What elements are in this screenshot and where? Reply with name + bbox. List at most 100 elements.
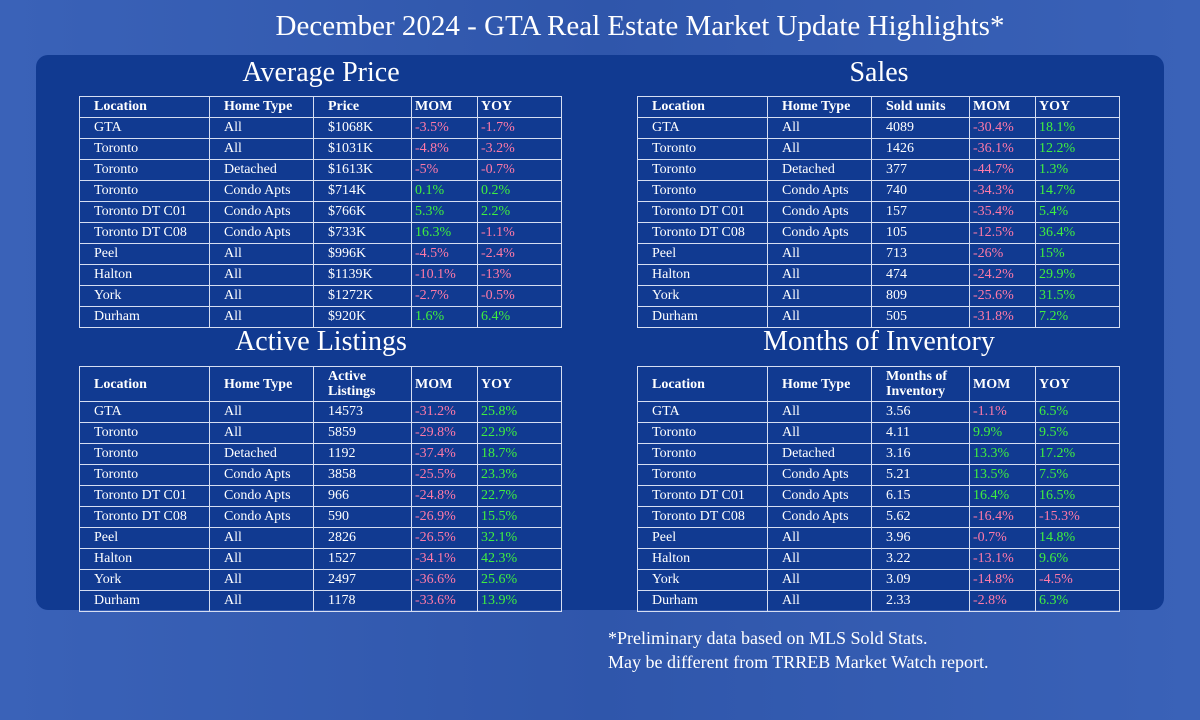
table-row: Toronto DT C08 Condo Apts 5.62 -16.4% -15.3%	[637, 506, 1120, 528]
table-row: Toronto DT C01 Condo Apts $766K 5.3% 2.2%	[79, 201, 562, 223]
table-cell: 16.4%	[969, 485, 1036, 507]
table-cell: Toronto	[79, 464, 210, 486]
table-cell: York	[637, 569, 768, 591]
table-row: York All 2497 -36.6% 25.6%	[79, 569, 562, 591]
table-cell: -5%	[411, 159, 478, 181]
table-cell: -36.1%	[969, 138, 1036, 160]
table-cell: Toronto	[637, 422, 768, 444]
table-cell: All	[767, 527, 872, 549]
table-header: Location Home Type Price MOM YOY	[79, 96, 562, 118]
table-cell: -2.8%	[969, 590, 1036, 612]
table-cell: $1272K	[313, 285, 412, 307]
table-cell: -0.5%	[477, 285, 562, 307]
table-row: Toronto Condo Apts 5.21 13.5% 7.5%	[637, 464, 1120, 486]
table-cell: Peel	[637, 527, 768, 549]
table-cell: -26.5%	[411, 527, 478, 549]
table-row: Toronto Detached 1192 -37.4% 18.7%	[79, 443, 562, 465]
table-row: Halton All $1139K -10.1% -13%	[79, 264, 562, 286]
table-cell: $996K	[313, 243, 412, 265]
table-cell: Toronto DT C08	[79, 506, 210, 528]
table-cell: All	[209, 569, 314, 591]
table-cell: $733K	[313, 222, 412, 244]
table-cell: Condo Apts	[767, 506, 872, 528]
table-cell: -26%	[969, 243, 1036, 265]
table-cell: 5.3%	[411, 201, 478, 223]
table-cell: 7.5%	[1035, 464, 1120, 486]
table-cell: Toronto	[79, 138, 210, 160]
sales-title: Sales	[849, 57, 909, 88]
table-header: Location Home Type Active Listings MOM YOY	[79, 366, 562, 402]
table-cell: York	[79, 569, 210, 591]
table-cell: -4.5%	[411, 243, 478, 265]
table-cell: 9.5%	[1035, 422, 1120, 444]
table-row: Toronto DT C08 Condo Apts $733K 16.3% -1.1%	[79, 222, 562, 244]
table-cell: Halton	[79, 548, 210, 570]
table-row: GTA All 14573 -31.2% 25.8%	[79, 401, 562, 423]
table-cell: All	[767, 306, 872, 328]
table-cell: GTA	[79, 117, 210, 139]
table-cell: Detached	[209, 443, 314, 465]
table-row: GTA All 3.56 -1.1% 6.5%	[637, 401, 1120, 423]
table-row: Durham All $920K 1.6% 6.4%	[79, 306, 562, 328]
table-cell: 23.3%	[477, 464, 562, 486]
sales-table: Location Home Type Sold units MOM YOY GTA All 4…	[637, 96, 1120, 328]
table-cell: Halton	[637, 264, 768, 286]
column-header: Location	[637, 366, 768, 402]
table-row: Toronto Condo Apts $714K 0.1% 0.2%	[79, 180, 562, 202]
table-cell: 5.4%	[1035, 201, 1120, 223]
table-cell: $920K	[313, 306, 412, 328]
table-row: Toronto DT C01 Condo Apts 966 -24.8% 22.7%	[79, 485, 562, 507]
table-cell: -2.7%	[411, 285, 478, 307]
table-cell: 157	[871, 201, 970, 223]
table-cell: All	[767, 569, 872, 591]
table-cell: 13.3%	[969, 443, 1036, 465]
table-cell: -24.8%	[411, 485, 478, 507]
average-price-title: Average Price	[242, 57, 400, 88]
table-cell: 505	[871, 306, 970, 328]
table-cell: All	[767, 285, 872, 307]
table-cell: 14.8%	[1035, 527, 1120, 549]
table-cell: 3.96	[871, 527, 970, 549]
table-cell: -4.5%	[1035, 569, 1120, 591]
table-cell: Condo Apts	[767, 222, 872, 244]
table-cell: Condo Apts	[767, 201, 872, 223]
table-cell: 9.9%	[969, 422, 1036, 444]
table-cell: Toronto DT C01	[79, 485, 210, 507]
table-cell: 1527	[313, 548, 412, 570]
table-cell: 2497	[313, 569, 412, 591]
column-header: MOM	[411, 366, 478, 402]
table-cell: 7.2%	[1035, 306, 1120, 328]
table-cell: $714K	[313, 180, 412, 202]
table-cell: 966	[313, 485, 412, 507]
table-cell: All	[767, 264, 872, 286]
table-cell: All	[767, 243, 872, 265]
table-cell: All	[209, 590, 314, 612]
table-row: Toronto DT C08 Condo Apts 105 -12.5% 36.4%	[637, 222, 1120, 244]
table-row: Halton All 474 -24.2% 29.9%	[637, 264, 1120, 286]
table-cell: -26.9%	[411, 506, 478, 528]
table-cell: -1.1%	[969, 401, 1036, 423]
table-cell: -24.2%	[969, 264, 1036, 286]
table-cell: Toronto	[637, 180, 768, 202]
table-cell: $1068K	[313, 117, 412, 139]
table-cell: -33.6%	[411, 590, 478, 612]
table-body: GTA All 3.56 -1.1% 6.5% Toronto All 4.11 9.9% 9.5…	[637, 401, 1120, 612]
table-cell: 4089	[871, 117, 970, 139]
table-cell: Toronto	[637, 464, 768, 486]
table-cell: Detached	[209, 159, 314, 181]
table-cell: All	[767, 117, 872, 139]
table-cell: -3.5%	[411, 117, 478, 139]
table-cell: York	[637, 285, 768, 307]
table-cell: 13.5%	[969, 464, 1036, 486]
table-cell: 1192	[313, 443, 412, 465]
table-cell: Toronto	[79, 422, 210, 444]
table-cell: -30.4%	[969, 117, 1036, 139]
table-cell: -0.7%	[969, 527, 1036, 549]
table-cell: 14573	[313, 401, 412, 423]
column-header: MOM	[969, 366, 1036, 402]
table-cell: Condo Apts	[767, 485, 872, 507]
table-cell: -25.6%	[969, 285, 1036, 307]
table-cell: Peel	[79, 527, 210, 549]
table-row: Toronto DT C01 Condo Apts 6.15 16.4% 16.5%	[637, 485, 1120, 507]
header-row: Location Home Type Months of Inventory MOM Y…	[637, 366, 1120, 402]
